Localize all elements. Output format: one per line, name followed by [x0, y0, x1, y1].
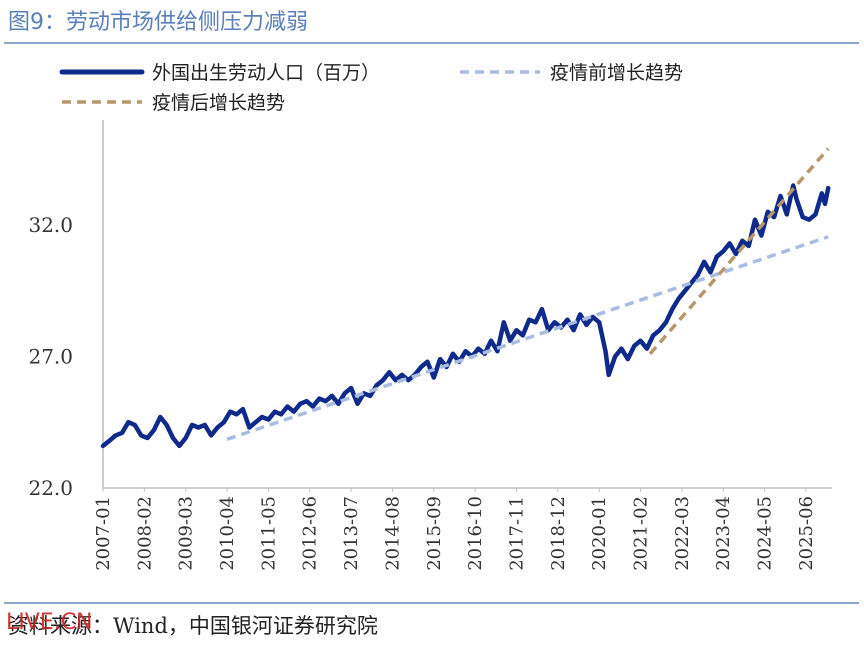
x-tick-label: 2016-10	[465, 496, 486, 571]
series-line-3	[648, 147, 830, 355]
x-tick-label: 2023-04	[713, 496, 734, 571]
line-chart: 22.0 27.0 32.0 2007-01 2008-02 2009-03 2010-04…	[28, 62, 832, 571]
x-tick-label: 2015-09	[424, 496, 445, 571]
x-tick-label: 2014-08	[382, 496, 403, 571]
x-tick-label: 2025-06	[796, 496, 817, 571]
x-tick-label: 2021-02	[631, 496, 652, 571]
series-line-1	[100, 183, 831, 449]
x-tick-label: 2012-06	[300, 496, 321, 571]
x-tick-label: 2022-03	[672, 496, 693, 571]
y-tick-label: 32.0	[28, 213, 73, 237]
y-tick-label: 22.0	[28, 476, 73, 500]
chart-title: 图9：劳动市场供给侧压力减弱	[8, 10, 308, 35]
x-tick-label: 2013-07	[341, 496, 362, 571]
chart-axes: 22.0 27.0 32.0 2007-01 2008-02 2009-03 2010-04…	[28, 120, 832, 571]
x-tick-label: 2009-03	[176, 496, 197, 571]
x-tick-label: 2008-02	[134, 496, 155, 571]
y-tick-label: 27.0	[28, 344, 73, 368]
x-tick-label: 2018-12	[548, 496, 569, 571]
x-tick-label: 2007-01	[93, 496, 114, 571]
title-divider	[4, 42, 859, 44]
watermark: LIVE.CN	[6, 610, 93, 635]
series-line-2	[226, 235, 829, 441]
legend-label-3: 疫情后增长趋势	[152, 92, 285, 114]
footer-divider	[4, 602, 859, 604]
x-tick-label: 2010-04	[217, 496, 238, 571]
source-note: 资料来源：Wind，中国银河证券研究院	[8, 614, 378, 638]
legend-label-1: 外国出生劳动人口（百万）	[152, 62, 380, 84]
x-tick-label: 2011-05	[258, 496, 279, 571]
x-tick-label: 2024-05	[755, 496, 776, 571]
legend-label-2: 疫情前增长趋势	[550, 62, 683, 84]
x-tick-label: 2017-11	[506, 496, 527, 571]
series-layer	[100, 147, 831, 449]
x-tick-label: 2020-01	[589, 496, 610, 571]
